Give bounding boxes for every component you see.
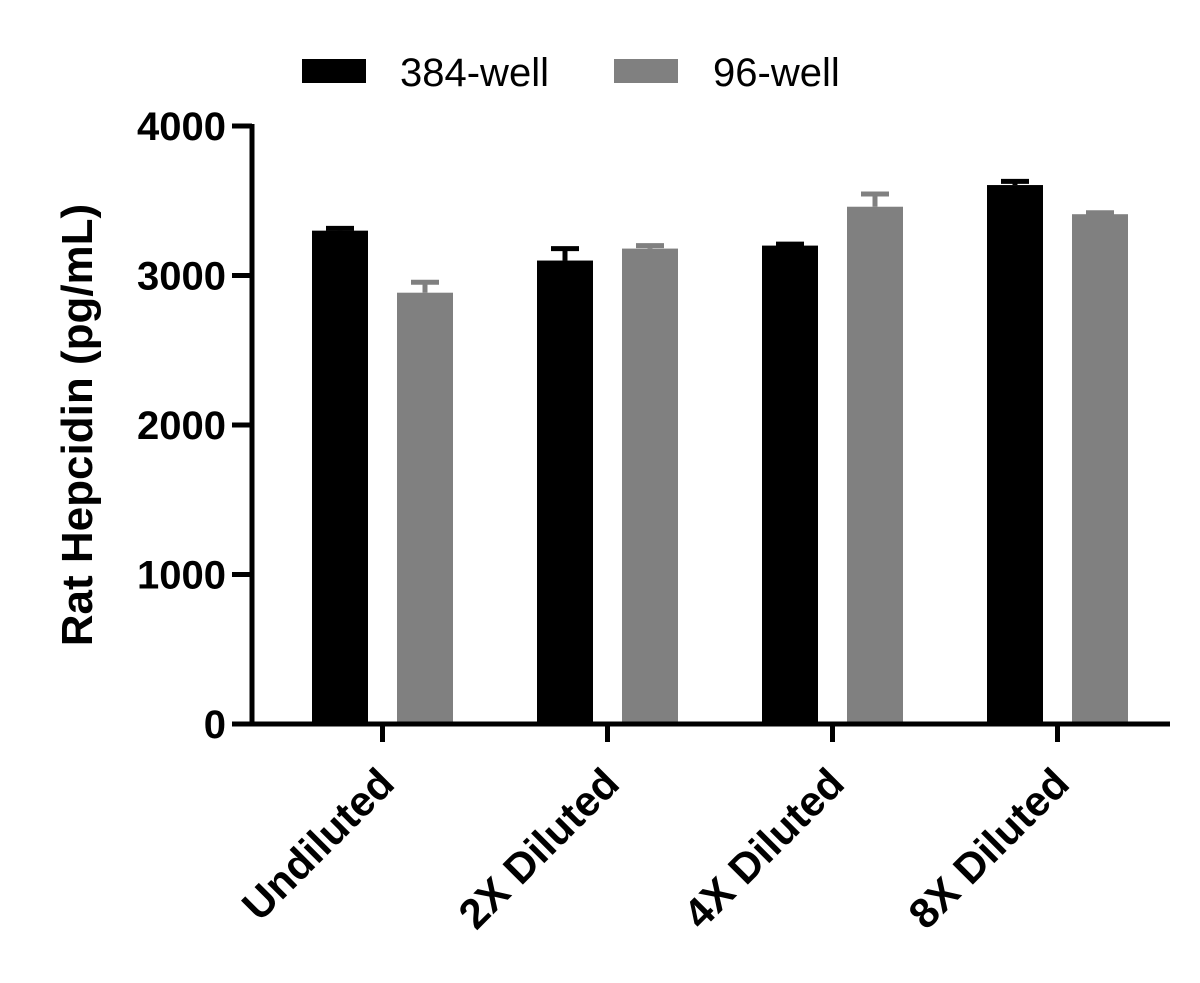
bar-384-well-8x-diluted [987, 185, 1043, 725]
y-tick-label: 0 [204, 703, 226, 747]
y-tick-label: 1000 [137, 554, 226, 598]
legend-label: 96-well [713, 51, 840, 95]
x-tick-label: 8X Diluted [899, 759, 1077, 937]
legend-label: 384-well [400, 51, 549, 95]
y-tick-label: 4000 [137, 105, 226, 149]
legend: 384-well 96-well [302, 51, 840, 95]
x-tick-label: Undiluted [233, 759, 403, 929]
plot-area [312, 178, 1128, 725]
bar-384-well-undiluted [312, 230, 368, 724]
x-tick-label: 2X Diluted [449, 759, 627, 937]
legend-swatch [302, 59, 366, 83]
bar-96-well-2x-diluted [622, 248, 678, 724]
bar-96-well-4x-diluted [847, 206, 903, 725]
bar-96-well-undiluted [397, 292, 453, 724]
bar-384-well-2x-diluted [537, 260, 593, 724]
bar-384-well-4x-diluted [762, 245, 818, 724]
y-tick-label: 3000 [137, 255, 226, 299]
x-tick-label: 4X Diluted [674, 759, 852, 937]
y-axis-title: Rat Hepcidin (pg/mL) [53, 204, 102, 646]
bar-96-well-8x-diluted [1072, 214, 1128, 724]
y-tick-label: 2000 [137, 404, 226, 448]
legend-swatch [614, 59, 678, 83]
